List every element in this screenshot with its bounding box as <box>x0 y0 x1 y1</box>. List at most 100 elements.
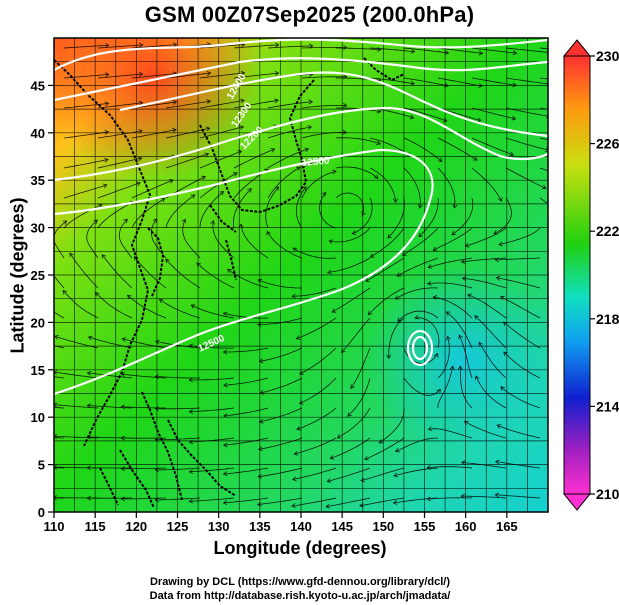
streamline <box>212 220 235 259</box>
streamline-arrow <box>329 455 335 460</box>
streamline-arrow <box>219 191 225 196</box>
streamline <box>395 287 439 300</box>
streamline-arrow <box>54 433 57 439</box>
streamline-arrow <box>378 439 384 444</box>
streamline <box>95 292 133 319</box>
streamline-arrow <box>123 218 128 224</box>
streamline-arrow <box>460 493 465 499</box>
streamline <box>259 347 303 362</box>
streamline <box>352 197 373 235</box>
streamline-arrow <box>427 426 433 431</box>
streamline-arrow <box>240 70 246 76</box>
streamline-arrow <box>210 220 215 225</box>
streamline <box>54 311 65 319</box>
streamline-arrow <box>426 280 432 286</box>
streamline-arrow <box>165 258 170 264</box>
streamline-arrow <box>298 370 304 375</box>
streamline-arrow <box>418 232 423 238</box>
streamline-arrow <box>292 247 298 252</box>
x-tick-label: 135 <box>249 519 271 534</box>
y-tick-label: 25 <box>31 268 45 283</box>
streamline <box>327 257 371 273</box>
streamline <box>54 220 67 259</box>
streamline <box>267 148 309 169</box>
streamline <box>403 347 438 364</box>
y-tick-label: 30 <box>31 221 45 236</box>
streamline-arrow <box>274 186 280 191</box>
streamline <box>295 186 307 229</box>
streamline-arrow <box>503 351 508 356</box>
streamline <box>301 131 347 139</box>
streamline-arrow <box>460 460 466 466</box>
streamline-arrow <box>369 253 375 258</box>
streamline <box>131 179 174 199</box>
streamline-arrow <box>426 464 432 470</box>
colorbar-tick-label: 222 <box>596 223 619 239</box>
streamline-arrow <box>496 424 502 429</box>
streamline-arrow <box>104 129 110 135</box>
streamline-arrow <box>474 315 479 320</box>
streamline-arrow <box>304 147 310 153</box>
x-axis: 110 115 120 125 130 135 140 145 150 155 160 165 <box>44 512 518 534</box>
streamline-arrow <box>154 374 159 380</box>
streamline <box>347 377 371 417</box>
streamline-arrow <box>188 469 194 475</box>
streamline-arrow <box>444 82 449 88</box>
streamline <box>414 317 440 349</box>
streamline <box>87 405 133 409</box>
streamline <box>233 99 279 109</box>
streamline <box>393 467 439 477</box>
streamline-arrow <box>275 42 280 48</box>
streamline-arrow <box>302 186 307 191</box>
streamline <box>296 407 337 430</box>
streamline <box>505 77 548 85</box>
streamline-arrow <box>360 477 365 483</box>
streamline-arrow <box>222 349 228 355</box>
streamline <box>427 466 473 469</box>
streamline-arrow <box>500 386 505 391</box>
streamline-arrow <box>325 503 330 509</box>
streamline-arrow <box>62 289 68 295</box>
streamline-arrow <box>69 252 74 258</box>
streamline-arrow <box>120 435 125 441</box>
streamline <box>505 137 548 151</box>
streamline <box>464 420 507 439</box>
streamline <box>467 294 507 319</box>
streamline <box>223 467 269 475</box>
streamline <box>97 157 142 169</box>
streamline-arrow <box>394 295 400 300</box>
streamline-arrow <box>239 125 245 130</box>
streamline-arrow <box>457 365 463 370</box>
streamline <box>233 44 279 49</box>
streamline <box>63 184 108 199</box>
streamline <box>437 137 478 161</box>
streamline-arrow <box>512 50 518 56</box>
streamline-arrow <box>19 434 23 438</box>
streamline-arrow <box>226 268 232 274</box>
streamline-arrow <box>138 129 143 134</box>
streamline <box>332 287 371 313</box>
streamline <box>471 167 502 202</box>
streamline-arrow <box>223 442 228 448</box>
streamline <box>461 257 507 263</box>
streamline-arrow <box>259 390 264 395</box>
credit-drawing: Drawing by DCL (https://www.gfd-dennou.o… <box>149 576 451 588</box>
streamline-arrow <box>222 471 228 477</box>
streamline-arrow <box>397 317 402 323</box>
x-tick-label: 155 <box>414 519 436 534</box>
streamline <box>86 219 99 259</box>
streamline-arrow <box>121 337 127 342</box>
streamline <box>54 345 65 349</box>
streamline <box>446 311 473 349</box>
streamline <box>301 47 347 49</box>
streamline <box>233 72 279 79</box>
streamline-arrow <box>181 218 186 224</box>
streamline <box>292 467 337 480</box>
streamline <box>428 257 473 268</box>
streamline <box>258 437 303 450</box>
streamline-arrow <box>437 157 443 163</box>
streamline <box>182 219 201 259</box>
streamline <box>403 107 447 122</box>
streamline <box>503 351 541 379</box>
